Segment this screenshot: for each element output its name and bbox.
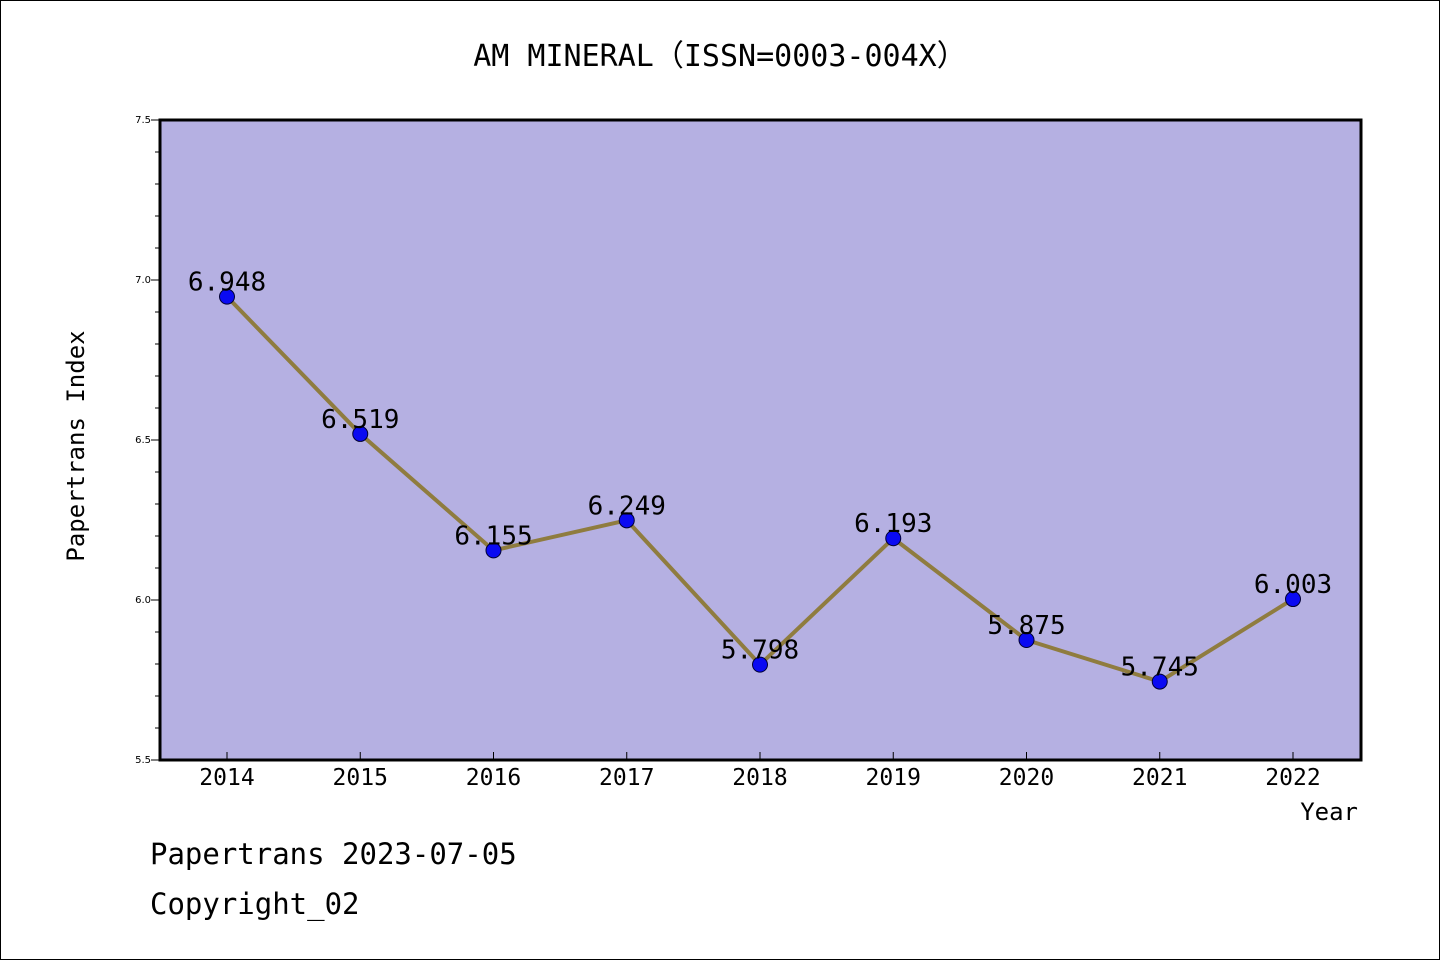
x-tick-label: 2017 bbox=[599, 765, 654, 791]
data-label: 6.003 bbox=[1254, 570, 1332, 600]
x-tick-label: 2020 bbox=[999, 765, 1054, 791]
data-point bbox=[885, 530, 902, 547]
data-point bbox=[485, 542, 502, 559]
data-point bbox=[1151, 673, 1168, 690]
data-point bbox=[352, 425, 369, 442]
y-tick-label: 5.5 bbox=[135, 755, 151, 766]
data-point bbox=[1285, 591, 1301, 608]
chart-title: AM MINERAL（ISSN=0003-004X） bbox=[473, 39, 966, 74]
x-tick-label: 2015 bbox=[333, 765, 388, 791]
data-label: 6.519 bbox=[321, 405, 399, 435]
x-tick-label: 2018 bbox=[732, 765, 787, 791]
data-label: 6.193 bbox=[854, 509, 932, 539]
y-tick-label: 7.5 bbox=[135, 115, 151, 126]
x-tick-label: 2022 bbox=[1265, 765, 1320, 791]
data-point bbox=[1018, 632, 1035, 648]
x-tick-label: 2016 bbox=[466, 765, 521, 791]
y-axis: 5.5 6.0 6.5 7.0 7.5 bbox=[135, 115, 160, 766]
x-axis-label: Year bbox=[1300, 798, 1358, 826]
data-label: 6.155 bbox=[454, 521, 532, 551]
footer-date: Papertrans 2023-07-05 bbox=[150, 837, 517, 871]
data-label: 5.745 bbox=[1121, 653, 1199, 683]
data-label-group: 6.948 6.519 6.155 6.249 5.798 6.193 5.875 5.745… bbox=[188, 268, 1332, 683]
y-tick-label: 6.0 bbox=[135, 595, 151, 606]
y-axis-label: Papertrans Index bbox=[62, 330, 90, 561]
footer-copyright: Copyright_02 bbox=[150, 887, 360, 922]
data-label: 5.875 bbox=[987, 611, 1065, 641]
x-tick-label: 2021 bbox=[1132, 765, 1187, 791]
x-axis: 2014 2015 2016 2017 2018 2019 2020 2021 2022 bbox=[199, 752, 1321, 791]
y-tick-label: 6.5 bbox=[135, 435, 151, 446]
data-label: 6.948 bbox=[188, 268, 266, 298]
data-point bbox=[752, 656, 768, 673]
x-tick-label: 2014 bbox=[199, 765, 254, 791]
series-line-group bbox=[219, 288, 1301, 690]
data-label: 6.249 bbox=[588, 491, 666, 521]
y-tick-label: 7.0 bbox=[135, 275, 151, 286]
data-point bbox=[618, 512, 635, 529]
data-point bbox=[219, 288, 235, 305]
data-label: 5.798 bbox=[721, 636, 799, 666]
x-tick-label: 2019 bbox=[866, 765, 921, 791]
